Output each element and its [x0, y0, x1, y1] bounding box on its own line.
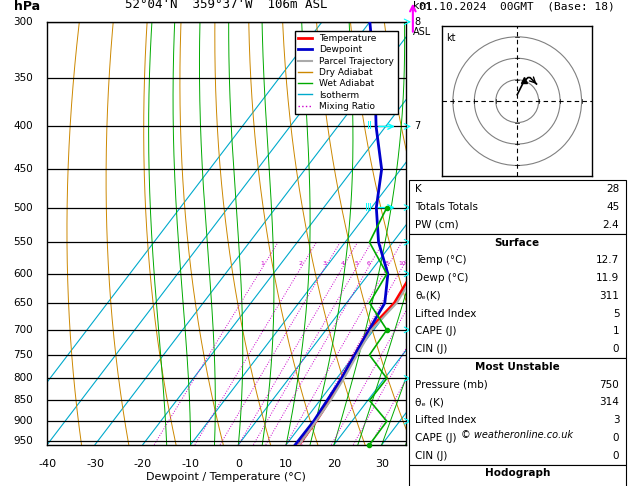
- Text: 750: 750: [599, 380, 620, 390]
- Text: -10: -10: [182, 459, 199, 469]
- Text: 700: 700: [13, 325, 33, 335]
- Text: θₑ(K): θₑ(K): [415, 291, 441, 301]
- Text: 01.10.2024  00GMT  (Base: 18): 01.10.2024 00GMT (Base: 18): [420, 1, 615, 11]
- Text: 30: 30: [375, 459, 389, 469]
- Text: hPa: hPa: [14, 0, 40, 14]
- Text: 900: 900: [13, 416, 33, 426]
- Text: 4: 4: [340, 260, 345, 266]
- Text: 750: 750: [13, 350, 33, 360]
- FancyBboxPatch shape: [409, 180, 626, 234]
- Text: 28: 28: [606, 184, 620, 194]
- Text: ASL: ASL: [413, 27, 431, 36]
- Text: Ⅱ: Ⅱ: [367, 122, 372, 131]
- Text: Dewpoint / Temperature (°C): Dewpoint / Temperature (°C): [147, 472, 306, 482]
- Text: CIN (J): CIN (J): [415, 344, 447, 354]
- Text: Pressure (mb): Pressure (mb): [415, 380, 488, 390]
- Text: 950: 950: [13, 436, 33, 446]
- Text: 0: 0: [613, 451, 620, 461]
- Text: 11.9: 11.9: [596, 273, 620, 283]
- Text: 600: 600: [13, 269, 33, 279]
- Text: LCL: LCL: [415, 440, 432, 450]
- Text: km: km: [413, 1, 430, 11]
- Text: 5: 5: [415, 237, 421, 247]
- Text: 0: 0: [613, 433, 620, 443]
- Text: 350: 350: [13, 73, 33, 83]
- Text: Dewp (°C): Dewp (°C): [415, 273, 469, 283]
- Text: Lifted Index: Lifted Index: [415, 415, 476, 425]
- Text: Mixing Ratio (g/kg): Mixing Ratio (g/kg): [437, 275, 446, 361]
- Text: 650: 650: [13, 298, 33, 308]
- Text: 8: 8: [415, 17, 421, 27]
- Text: 311: 311: [599, 291, 620, 301]
- Text: Surface: Surface: [494, 238, 540, 247]
- Text: 1: 1: [613, 327, 620, 336]
- Text: 12.7: 12.7: [596, 255, 620, 265]
- Text: 450: 450: [13, 164, 33, 174]
- Text: 300: 300: [13, 17, 33, 27]
- Text: 1: 1: [415, 416, 421, 426]
- Text: 800: 800: [13, 373, 33, 383]
- Text: 45: 45: [606, 202, 620, 212]
- Text: 2: 2: [299, 260, 303, 266]
- Text: 3: 3: [415, 325, 421, 335]
- Text: 6: 6: [366, 260, 370, 266]
- Text: 0: 0: [613, 344, 620, 354]
- Text: Ⅲ: Ⅲ: [365, 203, 372, 212]
- Text: -20: -20: [134, 459, 152, 469]
- FancyBboxPatch shape: [409, 234, 626, 358]
- Text: K: K: [415, 184, 422, 194]
- FancyBboxPatch shape: [409, 465, 626, 486]
- Text: CIN (J): CIN (J): [415, 451, 447, 461]
- Text: 5: 5: [355, 260, 359, 266]
- Text: 3: 3: [613, 415, 620, 425]
- Text: 400: 400: [13, 122, 33, 131]
- Text: 10: 10: [398, 260, 406, 266]
- Text: 500: 500: [13, 203, 33, 212]
- Text: 7: 7: [415, 122, 421, 131]
- Text: 5: 5: [613, 309, 620, 319]
- Text: 2.4: 2.4: [603, 220, 620, 230]
- Text: 2: 2: [415, 373, 421, 383]
- Text: 3: 3: [323, 260, 327, 266]
- Text: 52°04'N  359°37'W  106m ASL: 52°04'N 359°37'W 106m ASL: [125, 0, 328, 11]
- Text: © weatheronline.co.uk: © weatheronline.co.uk: [461, 431, 573, 440]
- Text: Most Unstable: Most Unstable: [475, 362, 560, 372]
- Text: 550: 550: [13, 237, 33, 247]
- Text: -40: -40: [38, 459, 56, 469]
- Text: 0: 0: [235, 459, 242, 469]
- Text: -30: -30: [86, 459, 104, 469]
- Text: 10: 10: [279, 459, 293, 469]
- Text: CAPE (J): CAPE (J): [415, 327, 457, 336]
- Text: θₑ (K): θₑ (K): [415, 398, 444, 407]
- Text: Hodograph: Hodograph: [484, 469, 550, 478]
- Legend: Temperature, Dewpoint, Parcel Trajectory, Dry Adiabat, Wet Adiabat, Isotherm, Mi: Temperature, Dewpoint, Parcel Trajectory…: [295, 31, 398, 114]
- Text: CAPE (J): CAPE (J): [415, 433, 457, 443]
- Text: Lifted Index: Lifted Index: [415, 309, 476, 319]
- Text: PW (cm): PW (cm): [415, 220, 459, 230]
- Text: 4: 4: [415, 269, 421, 279]
- Text: 850: 850: [13, 396, 33, 405]
- Text: 8: 8: [385, 260, 389, 266]
- FancyBboxPatch shape: [409, 358, 626, 465]
- Text: 314: 314: [599, 398, 620, 407]
- Text: 1: 1: [260, 260, 264, 266]
- Text: 20: 20: [327, 459, 341, 469]
- Text: Temp (°C): Temp (°C): [415, 255, 467, 265]
- Text: Totals Totals: Totals Totals: [415, 202, 478, 212]
- Text: 6: 6: [415, 203, 421, 212]
